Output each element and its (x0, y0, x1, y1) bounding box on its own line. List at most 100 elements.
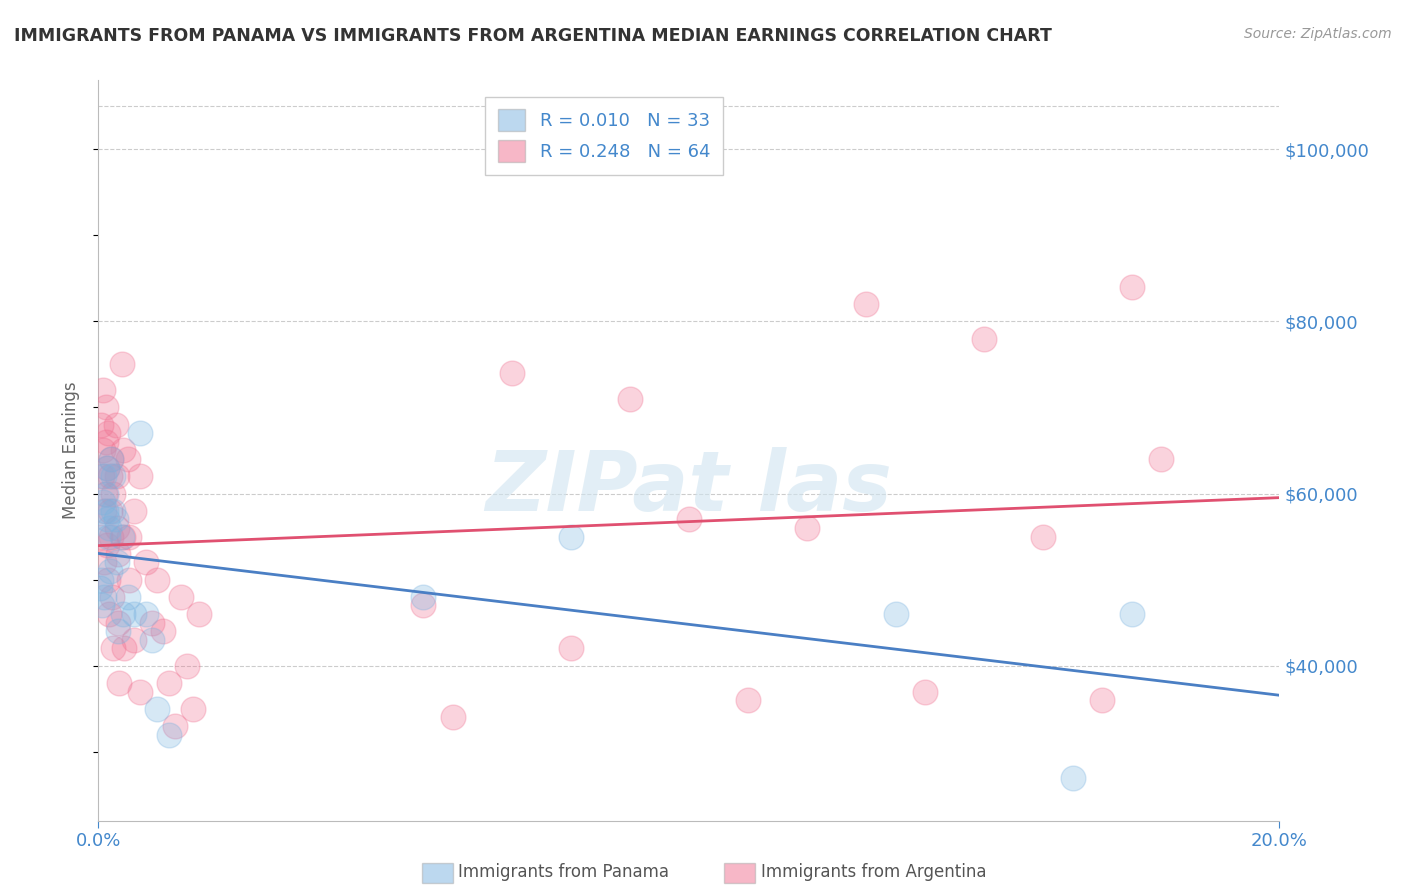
Point (94, 434, 117, 449)
Point (91, 469, 114, 483)
Point (91, 383, 114, 397)
Point (141, 615, 163, 630)
Point (94, 504, 117, 518)
Point (105, 417, 128, 432)
Point (111, 530, 134, 544)
Point (855, 297, 877, 311)
Point (914, 684, 936, 698)
Point (105, 469, 128, 483)
Point (91, 599, 114, 613)
Point (176, 658, 198, 673)
Point (1062, 771, 1084, 785)
Point (884, 607, 907, 621)
Point (135, 555, 157, 569)
Point (90, 417, 112, 432)
Point (100, 452, 122, 467)
Point (94, 486, 117, 500)
Point (796, 521, 818, 535)
Point (128, 426, 150, 441)
Point (93, 504, 115, 518)
Point (97, 426, 120, 441)
Point (1121, 607, 1143, 621)
Point (152, 624, 174, 639)
Point (90, 573, 112, 587)
Point (1091, 693, 1114, 707)
Point (96, 460, 118, 475)
Point (170, 590, 193, 604)
Point (111, 443, 134, 458)
Point (96, 460, 118, 475)
Point (107, 615, 129, 630)
Point (98, 564, 121, 578)
Point (501, 366, 523, 380)
Point (117, 530, 139, 544)
Point (105, 555, 128, 569)
Text: Immigrants from Panama: Immigrants from Panama (458, 863, 669, 881)
Point (157, 676, 180, 690)
Point (412, 599, 434, 613)
Text: IMMIGRANTS FROM PANAMA VS IMMIGRANTS FROM ARGENTINA MEDIAN EARNINGS CORRELATION : IMMIGRANTS FROM PANAMA VS IMMIGRANTS FRO… (14, 27, 1052, 45)
Point (107, 547, 129, 561)
Point (112, 607, 135, 621)
Point (124, 632, 146, 647)
Point (141, 632, 163, 647)
Text: ZIPat las: ZIPat las (485, 447, 893, 528)
Point (98, 504, 121, 518)
Point (146, 573, 169, 587)
Point (98, 469, 121, 483)
Point (560, 641, 582, 656)
Point (117, 590, 139, 604)
Point (89, 530, 111, 544)
Point (94, 486, 117, 500)
Point (973, 332, 995, 346)
Point (93, 555, 115, 569)
Point (122, 504, 145, 518)
Point (1121, 280, 1143, 294)
Point (91, 495, 114, 509)
Point (96, 538, 118, 552)
Point (129, 684, 152, 698)
Point (117, 452, 139, 467)
Point (89, 581, 111, 595)
Point (128, 469, 150, 483)
Point (93, 469, 115, 483)
Point (101, 486, 124, 500)
Point (97, 530, 120, 544)
Point (94, 401, 117, 415)
Point (146, 702, 169, 716)
Point (157, 727, 180, 741)
Point (98, 521, 121, 535)
Point (93, 590, 115, 604)
Point (100, 530, 122, 544)
Point (112, 530, 135, 544)
Point (165, 719, 187, 733)
Point (135, 607, 157, 621)
Text: Immigrants from Argentina: Immigrants from Argentina (761, 863, 986, 881)
Point (678, 512, 700, 526)
Point (108, 676, 131, 690)
Point (96, 512, 118, 526)
Point (100, 452, 122, 467)
Point (619, 392, 641, 406)
Point (181, 702, 204, 716)
Point (97, 573, 120, 587)
Point (441, 710, 464, 724)
Point (101, 590, 124, 604)
Point (105, 521, 128, 535)
Point (101, 469, 124, 483)
Point (187, 607, 209, 621)
Point (111, 357, 134, 371)
Point (107, 624, 129, 639)
Point (560, 530, 582, 544)
Point (412, 590, 434, 604)
Point (98, 607, 121, 621)
Point (1150, 452, 1173, 467)
Point (91, 443, 114, 458)
Point (103, 504, 125, 518)
Y-axis label: Median Earnings: Median Earnings (62, 382, 80, 519)
Point (122, 607, 145, 621)
Text: Source: ZipAtlas.com: Source: ZipAtlas.com (1244, 27, 1392, 41)
Point (118, 573, 141, 587)
Legend: R = 0.010   N = 33, R = 0.248   N = 64: R = 0.010 N = 33, R = 0.248 N = 64 (485, 96, 723, 175)
Point (105, 512, 128, 526)
